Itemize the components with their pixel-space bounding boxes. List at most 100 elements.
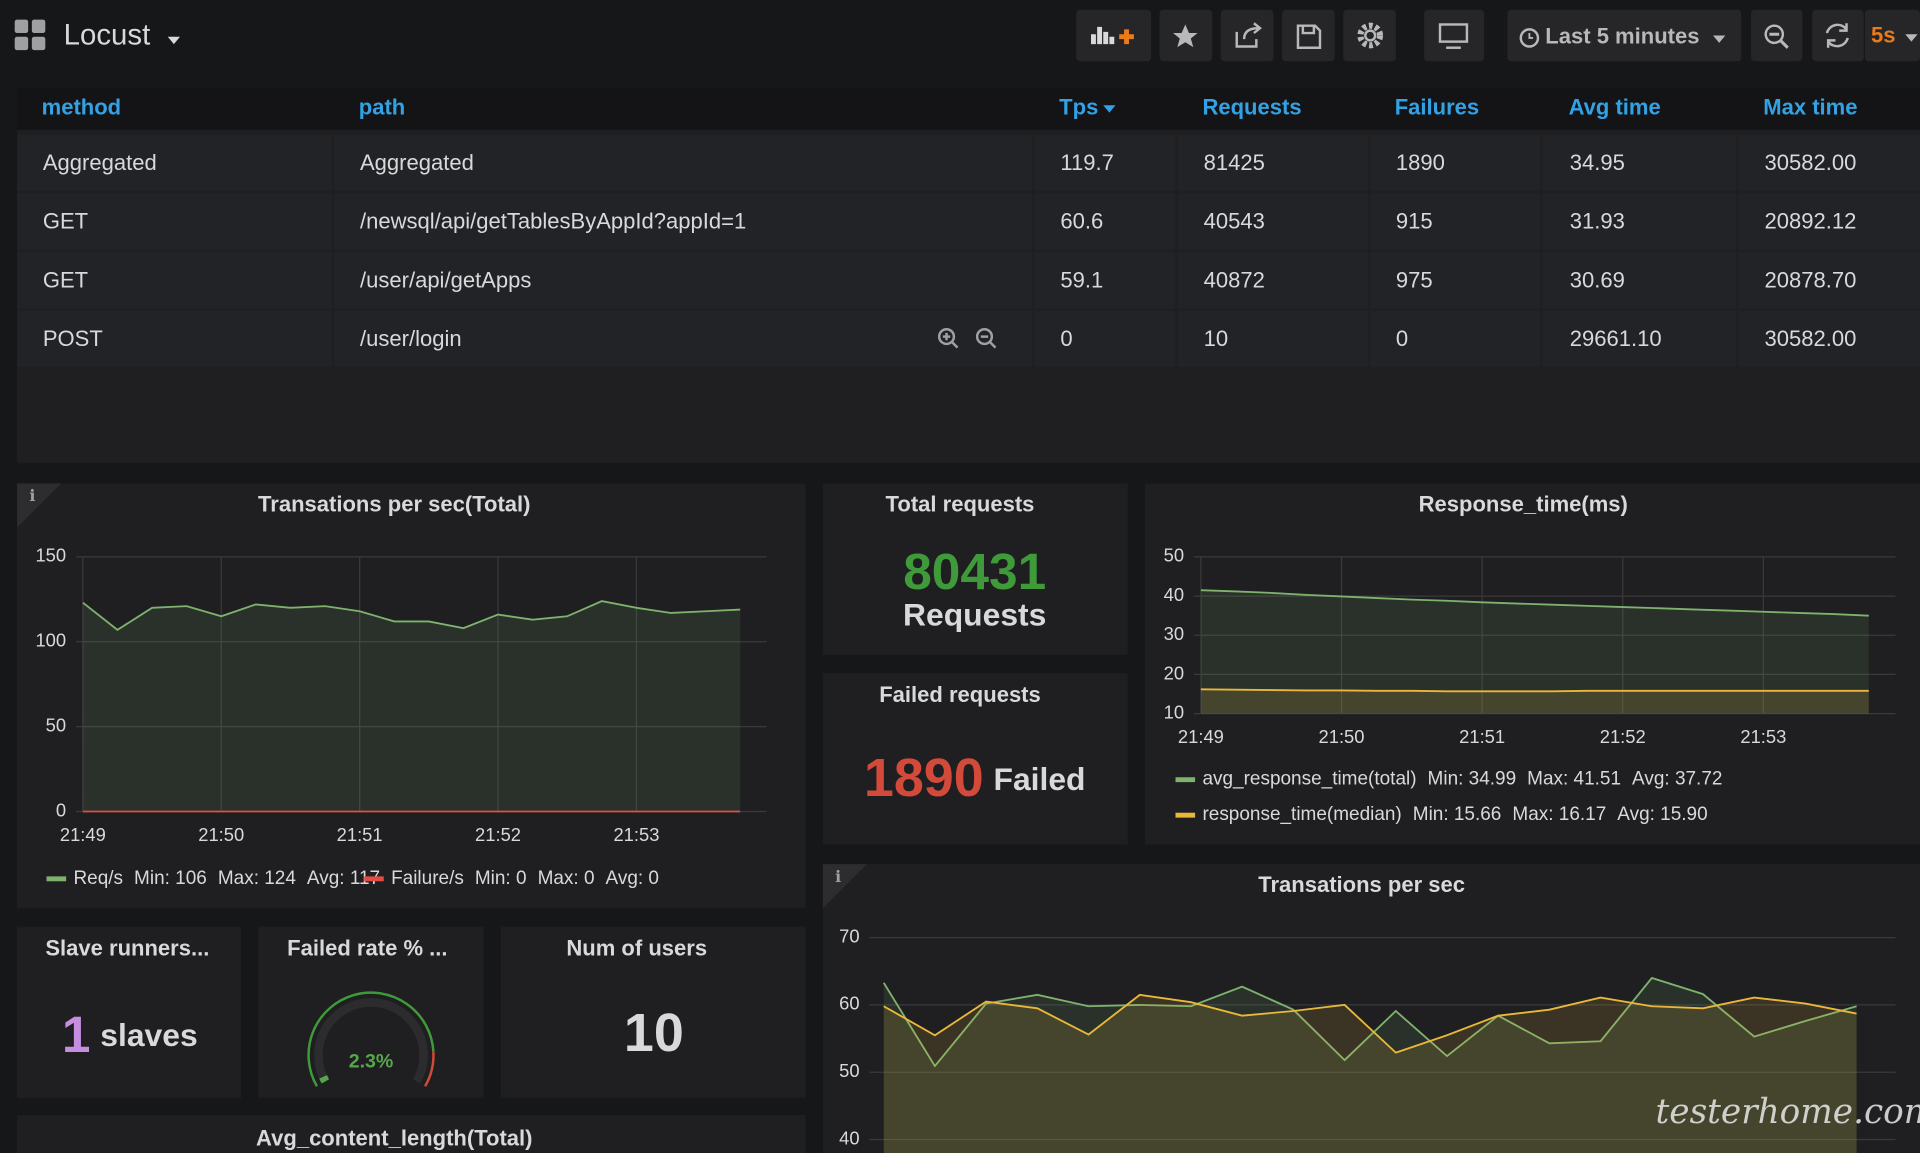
legend-stat: Max: 124 (218, 868, 296, 889)
icon (1091, 26, 1115, 45)
cell-text: 30.69 (1570, 267, 1625, 292)
cell-text: 60.6 (1060, 209, 1103, 234)
settings-button[interactable] (1343, 9, 1396, 62)
gauge: 2.3% (307, 991, 435, 1087)
gauge-fill (319, 1075, 330, 1084)
area (1200, 689, 1869, 714)
cell-text: 975 (1396, 267, 1433, 292)
panel-title: Transations per sec(Total) (258, 491, 530, 516)
stat-unit: Requests (903, 596, 1046, 632)
line (883, 993, 1857, 1054)
legend-swatch (1175, 777, 1196, 783)
column-header[interactable]: Failures (1395, 95, 1479, 120)
stat-value: 10 (624, 1003, 684, 1063)
legend-name: response_time(median) (1202, 804, 1401, 825)
legend-entry[interactable]: Req/s Min: 106 Max: 124 Avg: 117 (73, 868, 380, 889)
panel-title: Total requests (886, 491, 1035, 516)
stat-value: 1890 (864, 748, 984, 808)
info-corner (17, 483, 62, 528)
column-header[interactable]: Requests (1202, 95, 1301, 120)
panel-title: Slave runners... (45, 936, 209, 961)
stat: 1890 Failed (864, 748, 1086, 808)
y-tick-label: 10 (1164, 701, 1184, 722)
table-cell (17, 134, 332, 191)
icon (1357, 22, 1384, 49)
cell-text: /user/login (360, 326, 462, 351)
button-bg (1076, 9, 1152, 62)
y-tick-label: 40 (1164, 584, 1184, 605)
column-header[interactable]: Max time (1763, 95, 1857, 120)
save-button[interactable] (1282, 9, 1335, 62)
stat-value: 80431 (903, 542, 1046, 600)
info-icon[interactable]: ℹ (29, 488, 35, 505)
tv-mode-button[interactable] (1424, 9, 1485, 62)
button-bg (1424, 9, 1485, 62)
x-tick-label: 21:53 (1740, 726, 1786, 747)
icon (975, 328, 994, 346)
star-button[interactable] (1159, 9, 1213, 62)
dashboard-menu[interactable]: Locust (14, 18, 180, 51)
icon (1173, 24, 1198, 48)
table-cell (1177, 134, 1368, 191)
cell-text: /newsql/api/getTablesByAppId?appId=1 (360, 209, 746, 234)
cell-text: 1890 (1396, 150, 1445, 175)
table-cell (17, 252, 332, 309)
cell-text: GET (43, 209, 88, 234)
column-header[interactable]: Avg time (1569, 95, 1661, 120)
column-header[interactable]: method (42, 95, 122, 120)
x-tick-label: 21:50 (198, 824, 244, 845)
dashboard-title[interactable]: Locust (64, 18, 151, 51)
add-panel-button[interactable] (1076, 9, 1152, 62)
x-tick-label: 21:52 (475, 824, 521, 845)
panel (1144, 483, 1920, 845)
panel (822, 673, 1128, 845)
refresh-button[interactable] (1812, 9, 1864, 62)
share-button[interactable] (1220, 9, 1274, 62)
table-cell (334, 134, 1033, 191)
gauge-threshold (424, 1051, 435, 1087)
icon (1364, 29, 1377, 42)
cell-text: 915 (1396, 209, 1433, 234)
button-bg (1812, 9, 1864, 62)
icon (937, 328, 956, 346)
stat: 1 slaves (62, 1005, 198, 1063)
column-header[interactable]: path (359, 95, 405, 120)
cell-text: 30582.00 (1764, 326, 1856, 351)
legend-name: avg_response_time(total) (1202, 769, 1416, 790)
legend-entry[interactable]: Failure/s Min: 0 Max: 0 Avg: 0 (391, 868, 659, 889)
legend-name: Failure/s (391, 868, 464, 889)
table-cell (1034, 134, 1176, 191)
icon (1769, 32, 1789, 49)
y-tick-label: 30 (1164, 623, 1184, 644)
table-header (17, 88, 1920, 130)
cell-text: 119.7 (1060, 150, 1113, 175)
y-tick-label: 0 (56, 799, 66, 820)
table-cell (1177, 310, 1368, 368)
zoom-out-button[interactable] (1751, 9, 1803, 62)
panel (258, 926, 484, 1098)
legend-entry[interactable]: avg_response_time(total) Min: 34.99 Max: 4… (1202, 769, 1722, 790)
cell-text: 20892.12 (1764, 209, 1856, 234)
x-tick-label: 21:49 (60, 824, 106, 845)
x-tick-label: 21:53 (613, 824, 659, 845)
icon (1528, 33, 1534, 39)
zoom-in-icon[interactable] (937, 328, 959, 349)
stat-unit: Failed (994, 762, 1086, 798)
table-cell (1738, 252, 1920, 309)
area (883, 994, 1857, 1153)
time-picker[interactable]: Last 5 minutes (1507, 9, 1742, 62)
legend-entry[interactable]: response_time(median) Min: 15.66 Max: 16.1… (1202, 804, 1707, 825)
button-bg (1282, 9, 1335, 62)
legend-stat: Avg: 0 (606, 868, 659, 889)
icon (1296, 24, 1322, 49)
column-header[interactable]: Tps (1059, 95, 1098, 120)
refresh-interval[interactable]: 5s (1864, 9, 1920, 62)
x-tick-label: 21:52 (1600, 726, 1646, 747)
zoom-out-icon[interactable] (975, 328, 997, 349)
info-icon[interactable]: ℹ (835, 869, 841, 886)
panel (17, 926, 242, 1098)
legend-stat: Avg: 117 (307, 868, 380, 889)
table-cell (1738, 134, 1920, 191)
